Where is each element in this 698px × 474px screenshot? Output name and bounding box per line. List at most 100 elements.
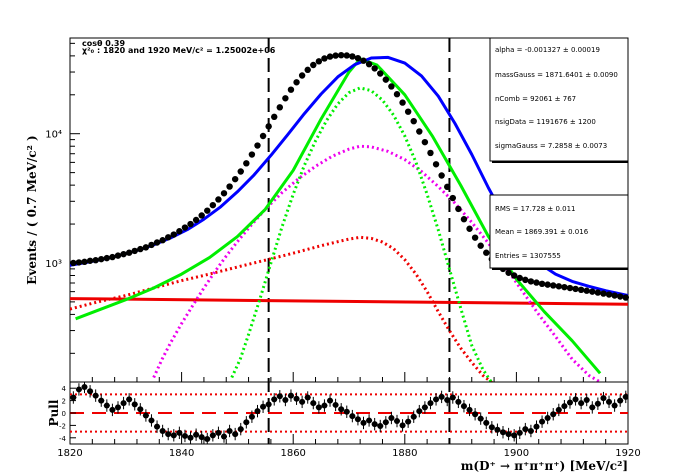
data-point [109,253,116,261]
signal-window-lines [267,38,451,444]
curve-gauss_wide [152,144,601,382]
data-point [360,57,367,64]
fit-params-box: alpha = -0.001327 ± 0.00019 massGauss = … [489,37,629,163]
pull-panel: -4 -2 0 2 4 1820 1840 1860 1880 1900 1920 Pull m(… [47,372,641,473]
data-point [388,83,395,90]
x-tick-label: 1880 [392,448,417,459]
pull-point [159,427,166,434]
data-point [421,138,429,146]
pull-point [410,413,417,420]
pull-point [243,419,250,426]
pull-point [539,418,546,425]
pull-point [332,401,339,408]
data-point [215,196,222,203]
data-point [432,161,440,168]
pull-point [282,396,289,403]
pull-point [460,403,467,410]
pull-point [399,422,406,429]
data-point [377,70,384,77]
data-point [254,142,261,149]
data-point [466,225,473,232]
data-point [181,224,189,231]
pull-point [126,396,133,403]
data-points [70,51,629,301]
pull-point [527,427,534,434]
data-point [70,259,77,267]
data-point [527,278,535,285]
data-point [449,194,456,202]
data-point [159,237,166,244]
pull-point [338,406,345,413]
pull-point [215,429,222,436]
data-point [538,280,546,288]
data-point [605,291,613,298]
pull-point [572,396,579,403]
pull-point [511,432,518,439]
pull-point [449,394,456,401]
pull-point [421,404,428,411]
pull-point [617,397,624,404]
data-point [561,283,568,291]
pull-point [299,398,306,405]
data-point [505,269,512,276]
pull-y-tick-label: -2 [59,422,66,430]
fit-param-ncomb: nComb = 92061 ± 767 [495,95,576,103]
pull-point [566,399,573,406]
pull-point [276,393,283,400]
pull-y-tick-label: 4 [62,385,67,393]
pull-point [293,395,300,402]
data-point [248,151,256,158]
x-tick-label: 1860 [280,448,305,459]
data-point [81,258,88,266]
pull-point [427,400,434,407]
fit-title-line-2: χ²₀ : 1820 and 1920 MeV/c² = 1.25002e+06 [82,46,276,55]
pull-point [260,403,267,410]
pull-point [120,400,127,407]
data-point [148,241,155,249]
stats-mean: Mean = 1869.391 ± 0.016 [495,228,589,236]
data-point [92,257,99,264]
data-point [460,216,468,223]
pull-point [232,431,239,438]
pull-point [137,406,144,413]
pull-point [237,426,244,433]
pull-point [600,395,607,402]
pull-point [477,415,484,422]
pull-point [142,412,149,419]
curve-gauss_narrow [230,86,493,382]
data-point [125,249,133,256]
pull-point [622,393,628,400]
fit-param-nsigdata: nsigData = 1191676 ± 1200 [495,118,596,126]
data-point [259,132,267,140]
data-point [550,282,557,289]
data-point [321,55,328,62]
pull-point [405,418,412,425]
pull-point [170,432,177,439]
pull-y-tick-label: -4 [59,435,67,443]
pull-point [114,404,121,411]
data-point [572,285,579,293]
pull-point [70,394,77,401]
data-point [98,255,105,263]
pull-point [181,432,188,439]
pull-point [483,419,490,426]
data-point [611,292,618,299]
pull-point [165,431,172,438]
pull-point [349,413,356,420]
fit-y-tick-label: 10⁴ [45,130,62,141]
pull-point [304,394,311,401]
data-point [176,228,183,235]
pull-point [287,392,294,399]
x-tick-label: 1920 [615,448,640,459]
data-point [315,58,323,65]
pull-point [433,396,440,403]
data-point [209,201,217,209]
pull-point [388,414,395,421]
pull-point [533,423,540,430]
data-point [310,61,317,69]
data-point [198,212,205,219]
data-point [589,288,596,295]
pull-point [98,397,105,404]
pull-point [87,388,94,395]
